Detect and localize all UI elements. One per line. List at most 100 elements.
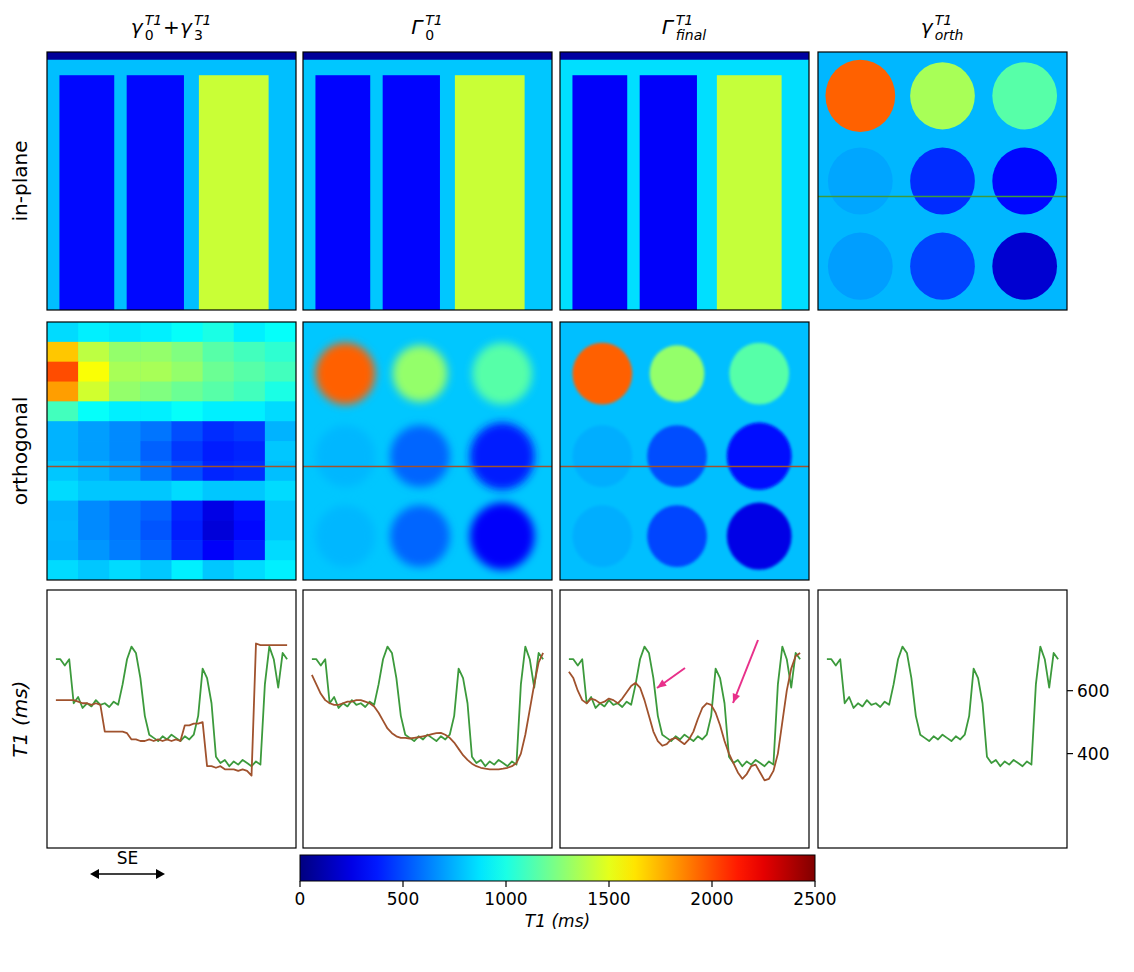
image-cell [78,342,110,362]
colorbar-label: T1 (ms) [525,911,590,931]
image-rect [717,75,782,310]
image-cell [172,461,204,481]
profile-line [560,466,809,468]
image-cell [172,362,204,382]
image-cell [234,461,266,481]
image-cell [234,322,266,342]
plot-frame [560,590,809,848]
image-cell [172,322,204,342]
image-panel [560,52,809,310]
image-cell [47,322,79,342]
plot-area [312,647,543,770]
figure: γ0T1 + γ3T1Γ0T1ΓfinalT1γorthT1in-planeor… [0,0,1134,972]
annotation-arrow [733,640,758,703]
image-cell [109,382,141,402]
image-cell [78,501,110,521]
image-circle [828,233,893,300]
colorbar-tick [814,881,815,887]
image-cell [78,540,110,560]
image-cell [265,501,296,521]
plot-area [827,647,1058,767]
image-rect [59,75,114,310]
se-arrowhead [90,869,99,879]
colorbar-tick [608,881,609,887]
image-cell [203,342,235,362]
se-arrowhead [156,869,165,879]
image-panel [47,322,296,580]
plot-background [560,590,809,848]
image-circle [727,423,792,490]
image-circle [393,345,448,402]
title-sub: 0 [145,27,154,43]
image-circle [729,343,789,405]
panel-frame [47,322,296,580]
image-cell [109,342,141,362]
row-label: in-plane [8,141,32,222]
image-cell [265,401,296,421]
plot-background [47,590,296,848]
image-cell [78,401,110,421]
image-circle [992,147,1057,214]
image-cell [47,481,79,501]
colorbar-tick-label: 2000 [690,889,733,909]
image-circle [825,60,895,132]
colorbar-tick-label: 2500 [793,889,836,909]
plot-area [56,643,287,775]
image-cell [234,421,266,441]
profile-series [56,643,287,775]
colorbar [300,855,815,881]
image-cell [109,461,141,481]
panel-frame [560,322,809,580]
image-cell [172,520,204,540]
image-cell [203,501,235,521]
image-circle [390,505,450,567]
image-background [47,52,296,310]
image-cell [234,382,266,402]
image-circle [992,233,1057,300]
image-rect [47,52,296,60]
image-rect [560,52,809,60]
image-cell [140,441,172,461]
image-background [303,322,552,580]
image-background [560,322,809,580]
image-cell [172,540,204,560]
image-cell [234,342,266,362]
image-cell [78,382,110,402]
image-panel [818,52,1067,310]
plot-background [303,590,552,848]
profile-series [569,647,800,767]
circle-group [572,343,791,570]
image-cell [78,322,110,342]
image-cell [172,342,204,362]
profile-series [569,653,800,780]
image-cell [234,520,266,540]
annotation-arrowhead [733,693,740,703]
image-cell [109,421,141,441]
image-cell [140,520,172,540]
image-cell [203,461,235,481]
image-circle [727,503,792,570]
image-circle [647,505,707,567]
y-tick-label: 600 [1077,681,1109,701]
profile-series [312,653,543,769]
title-sup: T1 [935,12,952,28]
image-circle [470,423,535,490]
image-cell [172,501,204,521]
image-cell [78,441,110,461]
image-circle [470,503,535,570]
image-cell [234,362,266,382]
column-title: ΓfinalT1 [662,12,706,43]
image-cell [47,501,79,521]
image-cell [109,441,141,461]
image-cell [234,481,266,501]
image-cell [47,560,79,580]
image-cell [172,560,204,580]
image-rect [383,75,440,310]
image-cell [140,481,172,501]
title-text: Γ [411,15,424,39]
image-cell [78,560,110,580]
colorbar-tick-label: 1000 [484,889,527,909]
image-panel [303,322,552,580]
image-cell [265,441,296,461]
image-cell [140,540,172,560]
